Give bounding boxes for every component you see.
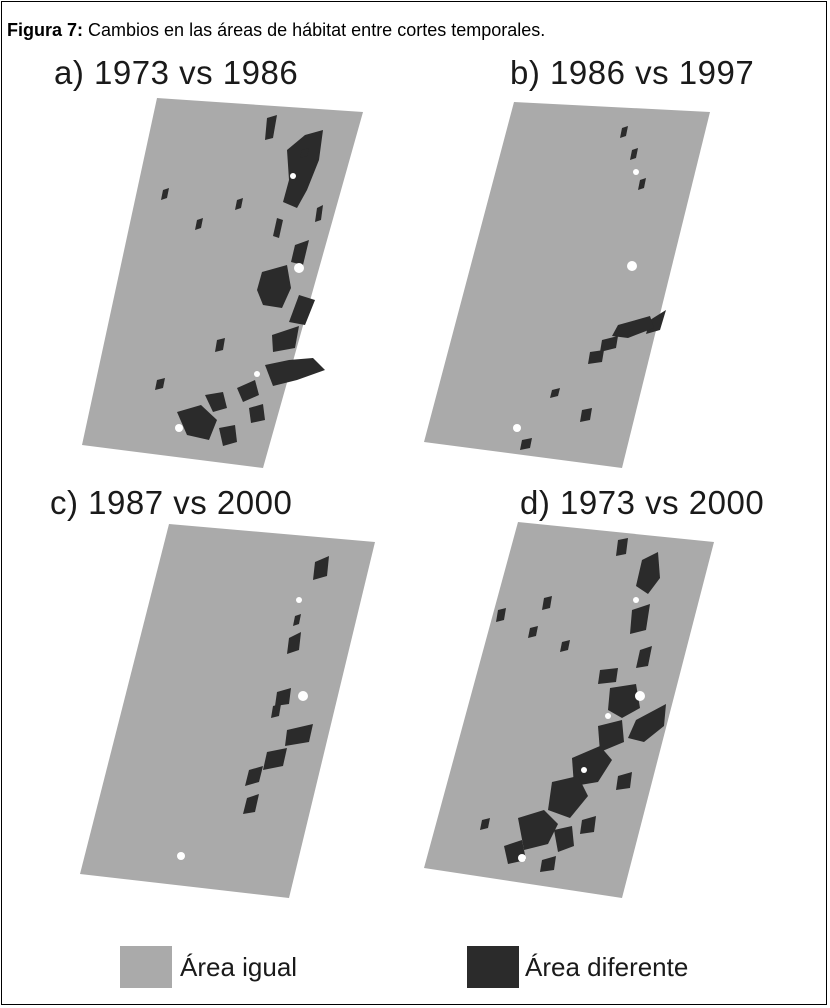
- panel-b-label: b) 1986 vs 1997: [510, 54, 755, 91]
- caption-label: Figura 7:: [7, 20, 84, 40]
- map-b-changes: [520, 126, 666, 450]
- legend-label-different-area: Área diferente: [525, 952, 689, 982]
- map-panel-c: [80, 524, 375, 898]
- legend-swatch-different-area: [467, 946, 519, 988]
- map-a-changes: [155, 115, 325, 446]
- map-panel-b: [424, 102, 710, 468]
- map-a-highlights: [175, 173, 304, 432]
- caption-text: Cambios en las áreas de hábitat entre co…: [83, 20, 546, 40]
- panel-c-label: c) 1987 vs 2000: [50, 484, 293, 521]
- map-panel-d: [424, 522, 714, 898]
- map-d-highlights: [518, 597, 645, 862]
- map-c-highlights: [177, 597, 308, 860]
- map-b-area: [424, 102, 710, 468]
- legend-swatch-same-area: [120, 946, 172, 988]
- map-a-area: [82, 98, 363, 468]
- map-c-area: [80, 524, 375, 898]
- legend-label-same-area: Área igual: [180, 952, 298, 982]
- figure-caption: Figura 7: Cambios en las áreas de hábita…: [7, 20, 545, 41]
- map-b-highlights: [513, 169, 639, 432]
- map-c-changes: [243, 556, 329, 814]
- panel-a-label: a) 1973 vs 1986: [54, 54, 299, 91]
- map-d-changes: [480, 538, 666, 872]
- map-panel-a: [82, 98, 363, 468]
- panel-d-label: d) 1973 vs 2000: [520, 484, 765, 521]
